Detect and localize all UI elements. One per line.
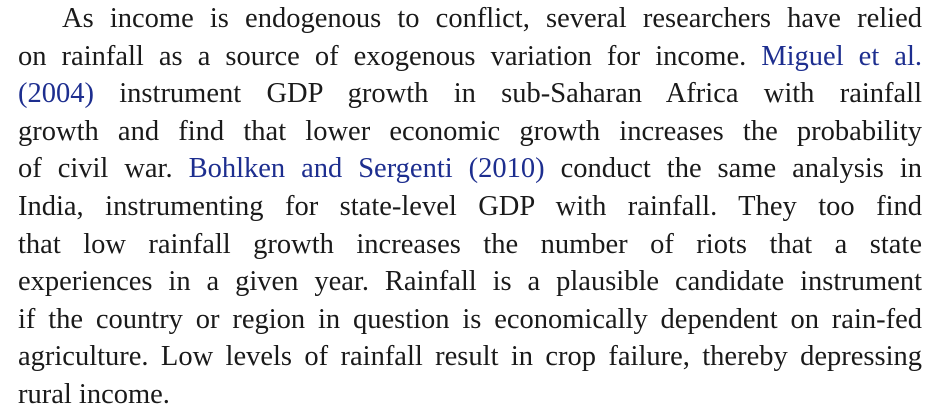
citation-link-miguel-year[interactable]: (2004)	[18, 78, 94, 110]
paragraph-text: instrument GDP growth in sub-Saharan Afr…	[119, 78, 922, 110]
paragraph-line: India, instrumenting for state-level GDP…	[18, 190, 922, 222]
paragraph-line: if the country or region in question is …	[18, 303, 922, 335]
citation-link-miguel[interactable]: Miguel et al.	[761, 40, 922, 72]
paragraph-text: conduct the same analysis in	[560, 153, 923, 185]
body-paragraph: As income is endogenous to conflict, sev…	[18, 0, 922, 414]
citation-link-bohlken[interactable]: Bohlken and Sergenti (2010)	[188, 153, 545, 185]
paragraph-line: that low rainfall growth increases the n…	[18, 228, 922, 260]
paragraph-line: As income is endogenous to conflict, sev…	[62, 3, 922, 34]
paragraph-line: rural income.	[18, 378, 170, 410]
paragraph-line: experiences in a given year. Rainfall is…	[18, 266, 922, 298]
paragraph-line: growth and find that lower economic grow…	[18, 115, 922, 147]
paragraph-text: of civil war.	[18, 153, 173, 185]
paragraph-line: (2004) instrument GDP growth in sub-Saha…	[18, 75, 922, 113]
paragraph-line: of civil war. Bohlken and Sergenti (2010…	[18, 150, 922, 188]
paragraph-line: agriculture. Low levels of rainfall resu…	[18, 341, 922, 373]
paragraph-text: on rainfall as a source of exogenous var…	[18, 40, 747, 72]
paragraph-line: on rainfall as a source of exogenous var…	[18, 38, 922, 76]
